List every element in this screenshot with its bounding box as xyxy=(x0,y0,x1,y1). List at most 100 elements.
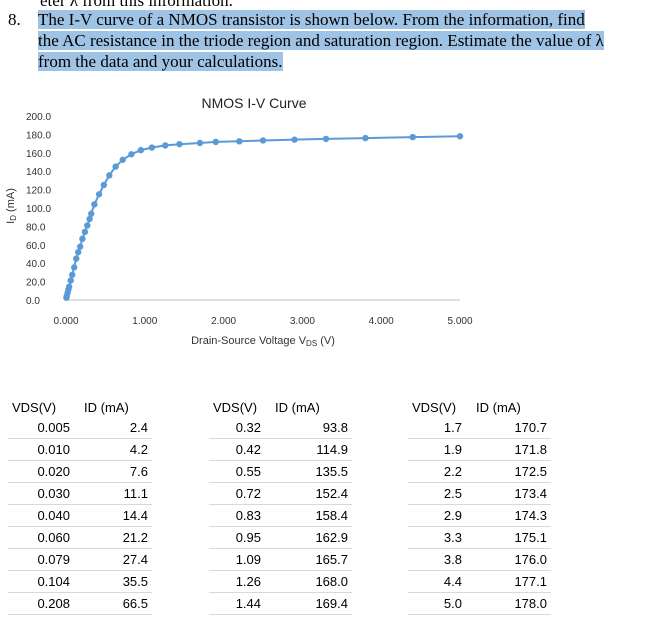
data-point xyxy=(291,136,298,143)
problem-text[interactable]: The I-V curve of a NMOS transistor is sh… xyxy=(38,10,604,71)
y-tick-label: 200.0 xyxy=(26,112,51,123)
table-row: 0.95 162.9 xyxy=(209,526,352,549)
cell-vds: 0.040 xyxy=(8,504,78,527)
problem-number: 8. xyxy=(8,10,21,29)
cell-vds: 0.42 xyxy=(209,438,269,461)
cell-id: 168.0 xyxy=(269,570,352,593)
y-tick-label: 0.0 xyxy=(26,296,40,307)
cell-vds: 0.208 xyxy=(8,592,78,615)
col-header-id: ID (mA) xyxy=(275,399,320,415)
problem-statement: 8. The I-V curve of a NMOS transistor is… xyxy=(8,9,608,72)
data-point xyxy=(88,210,95,217)
cell-vds: 0.55 xyxy=(209,460,269,483)
table-row: 4.4 177.1 xyxy=(408,570,551,593)
cell-id: 172.5 xyxy=(470,460,551,483)
cell-vds: 2.9 xyxy=(408,504,470,527)
data-point xyxy=(236,138,243,145)
data-point xyxy=(456,133,464,140)
table-row: 0.32 93.8 xyxy=(209,417,352,439)
cell-vds: 0.72 xyxy=(209,482,269,505)
y-tick-label: 100.0 xyxy=(26,204,51,215)
cell-id: 173.4 xyxy=(470,482,551,505)
y-tick-label: 140.0 xyxy=(26,167,51,178)
table-row: 1.9 171.8 xyxy=(408,438,551,461)
x-tick-label: 3.000 xyxy=(290,316,315,327)
col-header-vds: VDS(V) xyxy=(213,399,258,415)
table-row: 1.7 170.7 xyxy=(408,417,551,439)
cell-id: 170.7 xyxy=(470,417,551,439)
data-point xyxy=(84,222,91,229)
table-row: 0.104 35.5 xyxy=(8,570,152,593)
cell-vds: 2.2 xyxy=(408,460,470,483)
cell-id: 175.1 xyxy=(470,526,551,549)
data-point xyxy=(81,228,89,236)
cell-id: 14.4 xyxy=(78,504,152,527)
x-tick-label: 4.000 xyxy=(369,316,394,327)
data-points xyxy=(63,133,464,301)
table-row: 0.55 135.5 xyxy=(209,460,352,483)
data-point xyxy=(322,135,330,143)
data-table-3: VDS(V) ID (mA) 1.7 170.7 1.9 171.8 2.2 172.5 2… xyxy=(408,397,551,615)
x-axis-label: Drain-Source Voltage VDS (V) xyxy=(191,335,335,348)
data-point xyxy=(76,243,84,250)
col-header-id: ID (mA) xyxy=(84,399,129,415)
cell-vds: 0.079 xyxy=(8,548,78,571)
cut-off-previous-line: eter λ from this information. xyxy=(40,0,233,10)
y-tick-label: 40.0 xyxy=(26,259,46,270)
table-row: 1.44 169.4 xyxy=(209,592,352,615)
cell-vds: 0.010 xyxy=(8,438,78,461)
table-row: 3.8 176.0 xyxy=(408,548,551,571)
cell-vds: 0.030 xyxy=(8,482,78,505)
data-point xyxy=(128,151,135,158)
cell-id: 21.2 xyxy=(78,526,152,549)
cell-vds: 2.5 xyxy=(408,482,470,505)
cell-vds: 3.8 xyxy=(408,548,470,571)
table-row: 2.9 174.3 xyxy=(408,504,551,527)
cell-id: 27.4 xyxy=(78,548,152,571)
table-row: 0.42 114.9 xyxy=(209,438,352,461)
data-point xyxy=(362,134,369,142)
col-header-id: ID (mA) xyxy=(476,399,521,415)
data-point xyxy=(409,133,416,141)
table-row: 0.005 2.4 xyxy=(8,417,152,439)
cell-vds: 0.104 xyxy=(8,570,78,593)
cell-vds: 0.95 xyxy=(209,526,269,549)
cell-id: 35.5 xyxy=(78,570,152,593)
cell-vds: 4.4 xyxy=(408,570,470,593)
cell-id: 176.0 xyxy=(470,548,551,571)
data-point xyxy=(162,142,169,149)
cell-id: 178.0 xyxy=(470,592,551,615)
cell-id: 2.4 xyxy=(78,417,152,439)
cell-id: 93.8 xyxy=(269,417,352,439)
data-point xyxy=(65,283,73,290)
y-axis-label: ID (mA) xyxy=(5,188,18,224)
table-row: 0.010 4.2 xyxy=(8,438,152,461)
cell-id: 4.2 xyxy=(78,438,152,461)
y-tick-label: 120.0 xyxy=(26,186,51,197)
table-row: 0.208 66.5 xyxy=(8,592,152,615)
table-row: 2.2 172.5 xyxy=(408,460,551,483)
x-tick-label: 5.000 xyxy=(447,316,472,327)
table-row: 0.72 152.4 xyxy=(209,482,352,505)
data-point xyxy=(70,264,78,271)
data-point xyxy=(100,181,108,189)
y-tick-label: 160.0 xyxy=(26,149,51,160)
cell-id: 135.5 xyxy=(269,460,352,483)
cell-id: 152.4 xyxy=(269,482,352,505)
cell-id: 165.7 xyxy=(269,548,352,571)
data-point xyxy=(137,146,145,154)
data-point xyxy=(176,140,183,148)
data-point xyxy=(75,248,82,256)
y-tick-label: 20.0 xyxy=(26,278,46,289)
cell-vds: 1.09 xyxy=(209,548,269,571)
col-header-vds: VDS(V) xyxy=(412,399,457,415)
y-tick-label: 180.0 xyxy=(26,130,51,141)
cell-vds: 1.26 xyxy=(209,570,269,593)
data-point xyxy=(79,235,86,243)
table-row: 3.3 175.1 xyxy=(408,526,551,549)
cell-vds: 0.060 xyxy=(8,526,78,549)
table-row: 0.079 27.4 xyxy=(8,548,152,571)
data-point xyxy=(106,172,113,179)
cell-vds: 0.32 xyxy=(209,417,269,439)
cell-vds: 5.0 xyxy=(408,592,470,615)
